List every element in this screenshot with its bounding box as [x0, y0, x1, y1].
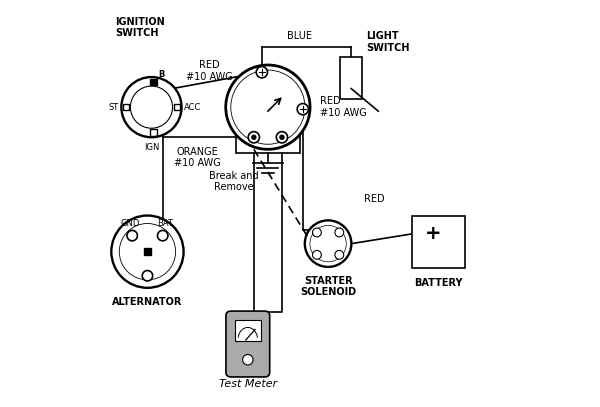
Text: LIGHT
SWITCH: LIGHT SWITCH — [366, 31, 410, 53]
Circle shape — [157, 230, 168, 241]
Circle shape — [335, 250, 344, 259]
Text: ORANGE
#10 AWG: ORANGE #10 AWG — [174, 147, 221, 168]
Text: STARTER
SOLENOID: STARTER SOLENOID — [300, 276, 356, 298]
Text: BLUE: BLUE — [287, 31, 313, 41]
Circle shape — [313, 228, 322, 237]
Text: Break and
Remove: Break and Remove — [209, 171, 259, 192]
Circle shape — [256, 67, 268, 78]
Text: ST: ST — [109, 103, 119, 112]
Text: ACC: ACC — [184, 103, 202, 112]
Bar — [150, 129, 157, 136]
Text: +: + — [425, 224, 442, 243]
Text: RED
#10 AWG: RED #10 AWG — [320, 96, 367, 118]
Text: RED
#10 AWG: RED #10 AWG — [187, 60, 233, 82]
Bar — [340, 57, 362, 99]
Bar — [173, 104, 180, 110]
Circle shape — [226, 65, 310, 149]
Text: IGNITION
SWITCH: IGNITION SWITCH — [115, 17, 165, 38]
Bar — [235, 320, 261, 341]
Circle shape — [248, 131, 259, 143]
Circle shape — [313, 250, 322, 259]
Bar — [150, 79, 157, 85]
Circle shape — [252, 135, 256, 139]
Text: B: B — [158, 70, 164, 79]
Text: BATTERY: BATTERY — [414, 278, 463, 288]
Circle shape — [112, 216, 184, 288]
Text: RED: RED — [364, 195, 385, 204]
Bar — [144, 248, 151, 255]
Circle shape — [127, 230, 137, 241]
Text: IGN: IGN — [144, 143, 159, 152]
Text: ALTERNATOR: ALTERNATOR — [112, 297, 182, 306]
Circle shape — [305, 220, 352, 267]
Bar — [412, 216, 464, 268]
Bar — [123, 104, 130, 110]
Text: BAT: BAT — [157, 219, 173, 228]
Circle shape — [297, 103, 308, 115]
Circle shape — [280, 135, 284, 139]
Circle shape — [142, 271, 152, 281]
Bar — [236, 119, 300, 153]
Text: GND: GND — [121, 219, 140, 228]
Text: Test Meter: Test Meter — [218, 379, 277, 389]
Circle shape — [242, 354, 253, 365]
Circle shape — [335, 228, 344, 237]
Circle shape — [277, 131, 287, 143]
FancyBboxPatch shape — [226, 311, 269, 377]
Circle shape — [121, 77, 182, 137]
